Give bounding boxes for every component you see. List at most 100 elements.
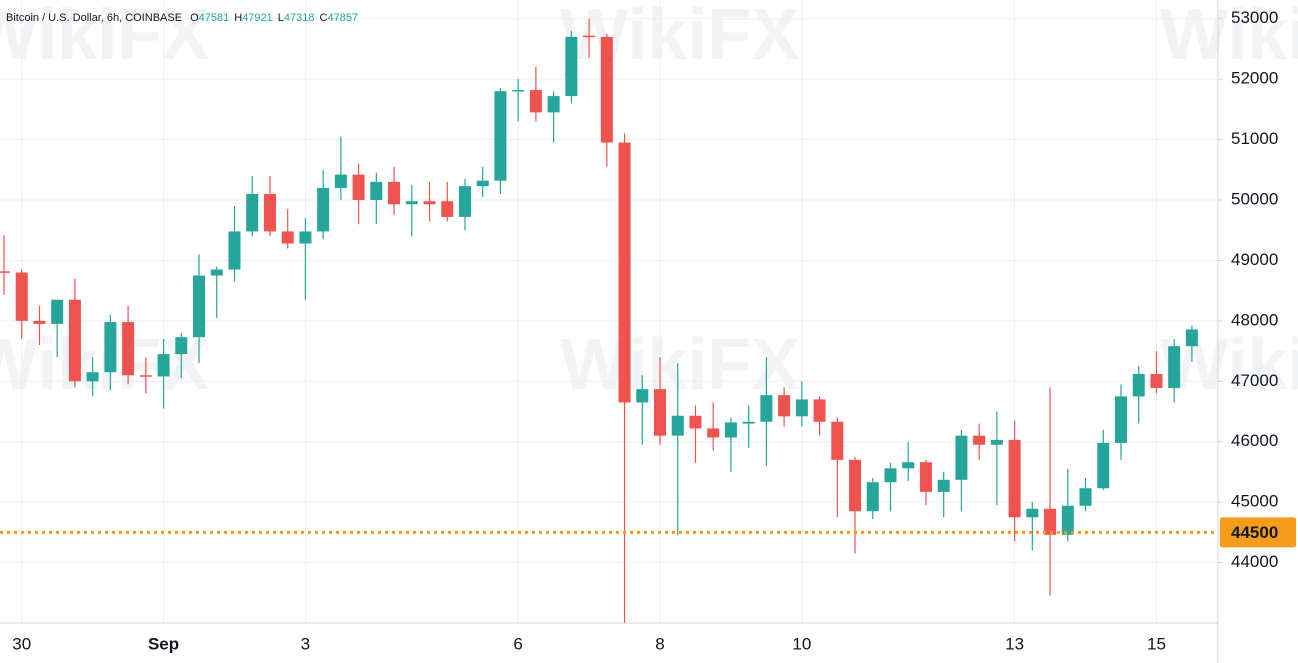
candle-body	[742, 421, 755, 424]
candle-body	[866, 482, 879, 512]
candle-body	[671, 415, 684, 436]
candle-body	[0, 271, 10, 273]
candle-body	[228, 231, 241, 270]
candle-body	[494, 91, 507, 181]
candle-body	[902, 462, 915, 469]
candle-body	[423, 201, 436, 205]
watermark: WikiFX	[560, 325, 799, 405]
candle-body	[139, 375, 152, 377]
y-tick-label: 48000	[1231, 310, 1278, 329]
x-tick-label: 6	[513, 634, 522, 653]
x-tick-label: 30	[12, 634, 31, 653]
candle-body	[210, 269, 223, 276]
y-tick-label: 49000	[1231, 250, 1278, 269]
candle-body	[724, 422, 737, 438]
candle-body	[352, 174, 365, 201]
ohlc-value: 47921	[242, 12, 273, 24]
candle-body	[955, 435, 968, 480]
ohlc-label: H	[234, 12, 242, 24]
candle-body	[1097, 442, 1110, 489]
watermark: WikiFX	[1160, 325, 1298, 405]
x-tick-label: Sep	[148, 634, 179, 653]
header-title: Bitcoin / U.S. Dollar, 6h, COINBASE	[6, 12, 182, 24]
candle-body	[33, 320, 46, 324]
candle-body	[405, 201, 418, 205]
candle-body	[281, 231, 294, 244]
candle-body	[1026, 508, 1039, 518]
candle-body	[157, 354, 170, 377]
ohlc-label: O	[190, 12, 199, 24]
candle-body	[884, 468, 897, 483]
candle-body	[370, 181, 383, 201]
watermark: WikiFX	[560, 0, 799, 75]
candle-body	[831, 421, 844, 460]
candle-body	[1150, 374, 1163, 388]
candle-body	[476, 180, 489, 187]
candle-body	[1061, 505, 1074, 535]
candle-body	[529, 90, 542, 113]
candle-body	[1114, 396, 1127, 443]
y-tick-label: 50000	[1231, 189, 1278, 208]
candle-body	[1008, 439, 1021, 518]
candle-body	[68, 299, 81, 382]
candle-body	[246, 193, 259, 232]
candle-body	[849, 459, 862, 512]
candle-body	[583, 35, 596, 38]
candles	[0, 18, 1218, 623]
candle-body	[263, 193, 276, 232]
candle-body	[104, 322, 117, 373]
candle-body	[317, 187, 330, 232]
candle-body	[937, 479, 950, 492]
candle-body	[175, 337, 188, 355]
ohlc-value: 47857	[327, 12, 358, 24]
watermark: WikiFX	[0, 0, 209, 75]
candle-body	[193, 275, 206, 338]
y-tick-label: 53000	[1231, 8, 1278, 27]
candle-body	[760, 395, 773, 422]
candle-body	[388, 181, 401, 205]
ohlc-value: 47318	[284, 12, 315, 24]
candle-body	[299, 231, 312, 244]
candle-body	[512, 90, 525, 92]
candle-body	[1044, 508, 1057, 535]
x-tick-label: 15	[1147, 634, 1166, 653]
candle-body	[441, 201, 454, 217]
x-tick-label: 3	[301, 634, 310, 653]
y-tick-label: 44000	[1231, 552, 1278, 571]
candle-body	[1132, 374, 1145, 397]
watermark: WikiFX	[1160, 0, 1298, 75]
y-tick-label: 47000	[1231, 371, 1278, 390]
candle-body	[1079, 488, 1092, 506]
candle-body	[707, 428, 720, 438]
y-tick-label: 46000	[1231, 431, 1278, 450]
ohlc-value: 47581	[199, 12, 230, 24]
candle-body	[51, 299, 64, 324]
y-tick-label: 52000	[1231, 69, 1278, 88]
candle-body	[618, 142, 631, 403]
candle-body	[547, 96, 560, 113]
header: Bitcoin / U.S. Dollar, 6h, COINBASE O4758…	[6, 12, 358, 24]
ohlc-label: C	[320, 12, 328, 24]
x-tick-label: 10	[792, 634, 811, 653]
candle-body	[565, 36, 578, 97]
candle-body	[1185, 329, 1198, 347]
candle-body	[654, 389, 667, 436]
candle-body	[990, 439, 1003, 445]
y-tick-label: 51000	[1231, 129, 1278, 148]
candle-body	[600, 36, 613, 143]
candle-body	[122, 322, 135, 376]
candle-body	[1168, 346, 1181, 388]
candle-body	[689, 415, 702, 429]
candle-body	[919, 462, 932, 492]
candle-body	[86, 372, 99, 382]
candle-body	[778, 395, 791, 417]
candle-body	[15, 272, 28, 321]
candle-body	[458, 186, 471, 217]
candle-body	[636, 389, 649, 403]
ohlc-label: L	[278, 12, 284, 24]
candle-body	[973, 435, 986, 445]
price-line-label: 44500	[1231, 523, 1278, 542]
price-line-box	[1220, 517, 1296, 548]
